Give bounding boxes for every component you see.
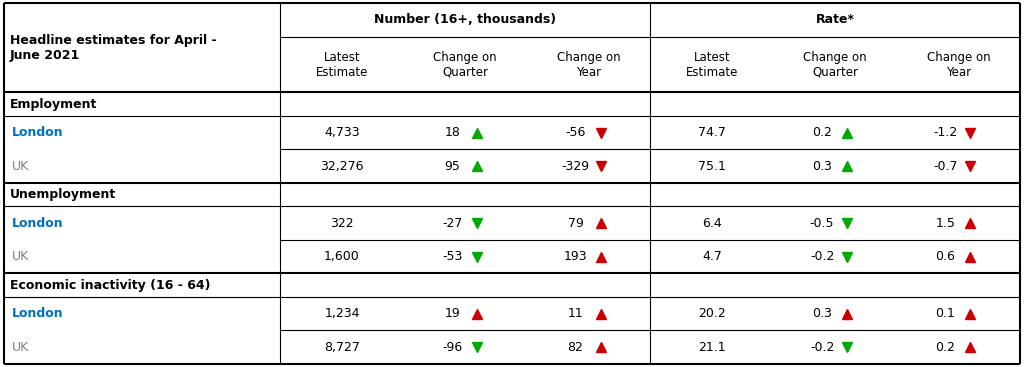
Text: 1,234: 1,234 (325, 307, 359, 320)
Text: -27: -27 (442, 217, 463, 230)
Text: 0.3: 0.3 (812, 307, 833, 320)
Text: 20.2: 20.2 (698, 307, 726, 320)
Text: Latest
Estimate: Latest Estimate (686, 51, 738, 79)
Text: -0.7: -0.7 (933, 160, 957, 173)
Text: London: London (12, 307, 63, 320)
Text: 4.7: 4.7 (701, 250, 722, 263)
Text: 193: 193 (564, 250, 588, 263)
Text: 322: 322 (330, 217, 354, 230)
Text: 32,276: 32,276 (321, 160, 364, 173)
Text: -329: -329 (561, 160, 590, 173)
Text: -0.2: -0.2 (810, 341, 835, 354)
Text: -96: -96 (442, 341, 463, 354)
Text: -0.5: -0.5 (810, 217, 835, 230)
Text: 18: 18 (444, 126, 460, 139)
Text: Change on
Quarter: Change on Quarter (433, 51, 497, 79)
Text: UK: UK (12, 160, 30, 173)
Text: UK: UK (12, 250, 30, 263)
Text: Latest
Estimate: Latest Estimate (315, 51, 369, 79)
Text: 95: 95 (444, 160, 460, 173)
Text: 19: 19 (444, 307, 460, 320)
Text: -1.2: -1.2 (933, 126, 957, 139)
Text: London: London (12, 217, 63, 230)
Text: Headline estimates for April -
June 2021: Headline estimates for April - June 2021 (10, 34, 217, 62)
Text: Rate*: Rate* (815, 13, 855, 26)
Text: 82: 82 (567, 341, 584, 354)
Text: London: London (12, 126, 63, 139)
Text: 21.1: 21.1 (698, 341, 726, 354)
Text: 0.2: 0.2 (812, 126, 833, 139)
Text: UK: UK (12, 341, 30, 354)
Text: Employment: Employment (10, 98, 97, 111)
Text: Change on
Quarter: Change on Quarter (803, 51, 867, 79)
Text: -56: -56 (565, 126, 586, 139)
Text: 1.5: 1.5 (936, 217, 955, 230)
Text: Change on
Year: Change on Year (557, 51, 621, 79)
Text: 74.7: 74.7 (698, 126, 726, 139)
Text: 4,733: 4,733 (325, 126, 359, 139)
Text: Number (16+, thousands): Number (16+, thousands) (374, 13, 556, 26)
Text: -53: -53 (442, 250, 463, 263)
Text: -0.2: -0.2 (810, 250, 835, 263)
Text: 6.4: 6.4 (701, 217, 722, 230)
Text: 11: 11 (567, 307, 584, 320)
Text: 0.1: 0.1 (936, 307, 955, 320)
Text: Economic inactivity (16 - 64): Economic inactivity (16 - 64) (10, 279, 211, 292)
Text: 75.1: 75.1 (698, 160, 726, 173)
Text: 0.2: 0.2 (936, 341, 955, 354)
Text: 0.6: 0.6 (936, 250, 955, 263)
Text: Change on
Year: Change on Year (927, 51, 990, 79)
Text: 8,727: 8,727 (324, 341, 359, 354)
Text: 0.3: 0.3 (812, 160, 833, 173)
Text: 1,600: 1,600 (325, 250, 359, 263)
Text: Unemployment: Unemployment (10, 188, 117, 201)
Text: 79: 79 (567, 217, 584, 230)
